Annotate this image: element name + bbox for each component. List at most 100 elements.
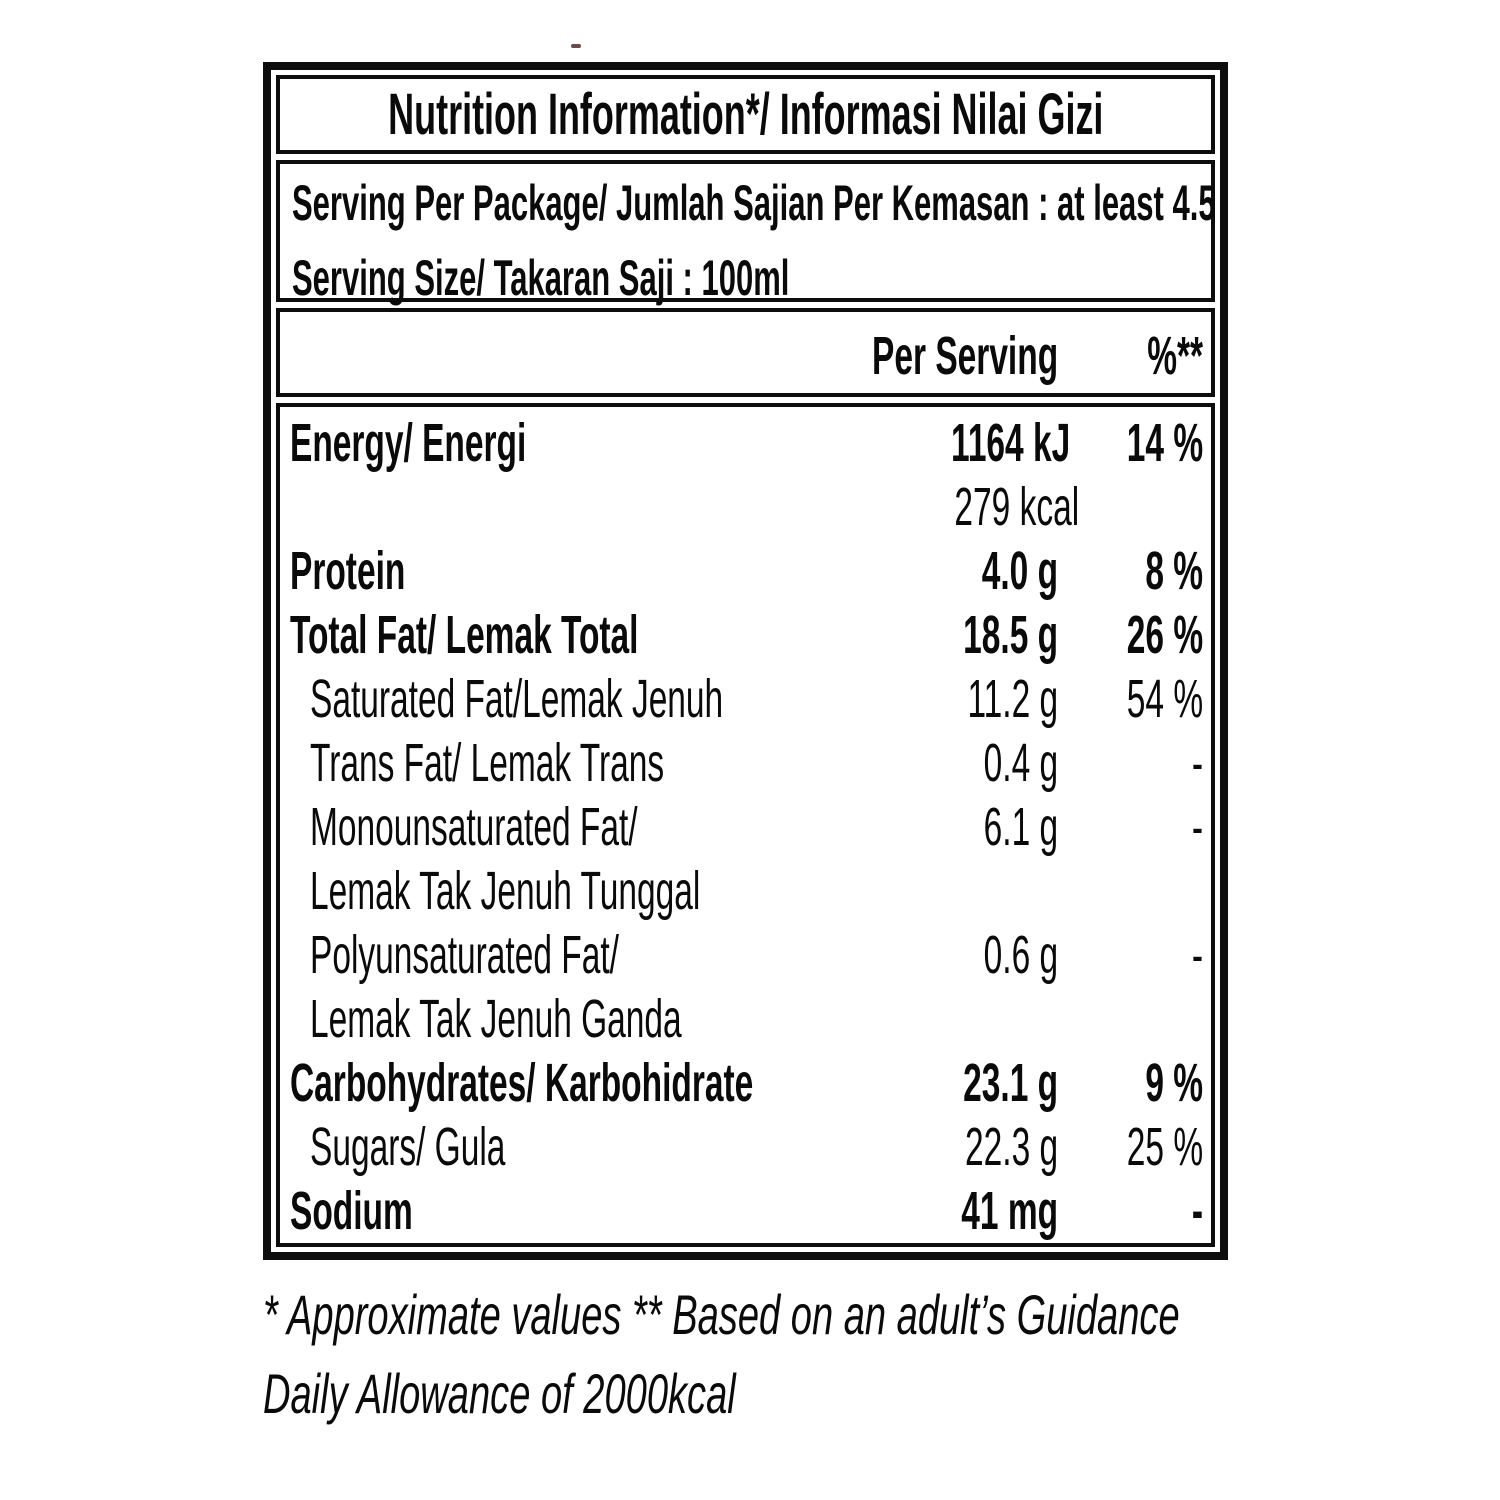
column-header-per-serving: Per Serving [758, 325, 1058, 387]
nutrient-value-text: 0.6 g [983, 925, 1058, 985]
nutrient-label-text: Sodium [290, 1181, 413, 1241]
footnote-line-2-text: Daily Allowance of 2000kcal [263, 1362, 736, 1425]
footnote: * Approximate values ** Based on an adul… [263, 1283, 1293, 1441]
nutrient-label: Lemak Tak Jenuh Ganda [290, 987, 878, 1051]
column-header-row: Per Serving %** [276, 308, 1215, 397]
nutrient-label-text: Lemak Tak Jenuh Tunggal [310, 861, 701, 921]
table-row-protein: Protein 4.0 g 8 % [290, 539, 1203, 603]
nutrition-label-box: Nutrition Information*/ Informasi Nilai … [263, 62, 1228, 1260]
nutrient-percent-text: 25 % [1126, 1117, 1203, 1177]
nutrient-label: Lemak Tak Jenuh Tunggal [290, 859, 878, 923]
nutrient-percent-text: 54 % [1126, 669, 1203, 729]
nutrient-percent: 9 % [1058, 1051, 1203, 1115]
label-title: Nutrition Information*/ Informasi Nilai … [387, 82, 1104, 148]
table-row-carbohydrates: Carbohydrates/ Karbohidrate 23.1 g 9 % [290, 1051, 1203, 1115]
nutrient-value [878, 987, 1058, 1051]
footnote-line-1: * Approximate values ** Based on an adul… [263, 1283, 1293, 1362]
nutrient-value: 1164 kJ [878, 411, 1070, 475]
nutrient-percent: 25 % [1058, 1115, 1203, 1179]
nutrient-percent-text: 26 % [1126, 605, 1203, 665]
nutrient-value: 18.5 g [878, 603, 1058, 667]
nutrient-value-text: 41 mg [961, 1181, 1058, 1241]
nutrient-percent: - [1058, 923, 1203, 987]
nutrient-value: 4.0 g [878, 539, 1058, 603]
nutrient-value: 6.1 g [878, 795, 1058, 859]
nutrient-label: Trans Fat/ Lemak Trans [290, 731, 878, 795]
table-row-monounsaturated-fat-id: Lemak Tak Jenuh Tunggal [290, 859, 1203, 923]
nutrient-percent: - [1058, 795, 1203, 859]
nutrient-value-text: 23.1 g [963, 1053, 1058, 1113]
table-row-saturated-fat: Saturated Fat/Lemak Jenuh 11.2 g 54 % [290, 667, 1203, 731]
nutrient-table: Energy/ Energi 1164 kJ 14 % 279 kcal Pro… [276, 403, 1215, 1247]
nutrient-value: 23.1 g [878, 1051, 1058, 1115]
table-row-trans-fat: Trans Fat/ Lemak Trans 0.4 g - [290, 731, 1203, 795]
table-row-polyunsaturated-fat: Polyunsaturated Fat/ 0.6 g - [290, 923, 1203, 987]
nutrient-value [878, 859, 1058, 923]
nutrient-value: 0.4 g [878, 731, 1058, 795]
percent-header-text: %** [1147, 325, 1203, 386]
nutrient-label: Monounsaturated Fat/ [290, 795, 878, 859]
nutrient-label: Saturated Fat/Lemak Jenuh [290, 667, 878, 731]
nutrient-percent: 26 % [1058, 603, 1203, 667]
nutrient-label-text: Saturated Fat/Lemak Jenuh [310, 669, 724, 729]
nutrient-percent-text: 8 % [1145, 541, 1203, 601]
nutrient-percent-text: - [1191, 1181, 1203, 1241]
nutrient-value-text: 18.5 g [963, 605, 1058, 665]
nutrient-percent: 54 % [1058, 667, 1203, 731]
nutrient-label-text: Protein [290, 541, 406, 601]
footnote-line-2: Daily Allowance of 2000kcal [263, 1362, 1293, 1441]
nutrient-label: Polyunsaturated Fat/ [290, 923, 878, 987]
nutrient-value-text: 4.0 g [981, 541, 1058, 601]
nutrient-label-text: Energy/ Energi [290, 413, 527, 473]
nutrient-label-text: Sugars/ Gula [310, 1117, 506, 1177]
table-row-polyunsaturated-fat-id: Lemak Tak Jenuh Ganda [290, 987, 1203, 1051]
table-row-sodium: Sodium 41 mg - [290, 1179, 1203, 1243]
nutrient-percent: - [1058, 1179, 1203, 1243]
nutrient-percent [1058, 859, 1203, 923]
serving-per-package-text: Serving Per Package/ Jumlah Sajian Per K… [292, 175, 1216, 232]
serving-info-section: Serving Per Package/ Jumlah Sajian Per K… [276, 160, 1216, 306]
nutrient-value-text: 279 kcal [954, 477, 1080, 537]
nutrient-value: 22.3 g [878, 1115, 1058, 1179]
nutrient-percent: - [1058, 731, 1203, 795]
serving-size-line: Serving Size/ Takaran Saji : 100ml [292, 247, 1211, 322]
table-row-total-fat: Total Fat/ Lemak Total 18.5 g 26 % [290, 603, 1203, 667]
nutrient-percent [1058, 475, 1203, 539]
table-row-energy: Energy/ Energi 1164 kJ 14 % [290, 411, 1203, 475]
nutrient-label: Protein [290, 539, 878, 603]
nutrient-value-text: 0.4 g [983, 733, 1058, 793]
nutrient-value-text: 22.3 g [964, 1117, 1058, 1177]
nutrient-value-text: 6.1 g [983, 797, 1058, 857]
nutrient-label: Energy/ Energi [290, 411, 878, 475]
nutrient-label-text: Monounsaturated Fat/ [310, 797, 638, 857]
nutrient-label: Carbohydrates/ Karbohidrate [290, 1051, 878, 1115]
nutrient-percent: 14 % [1058, 411, 1203, 475]
table-row-energy-kcal: 279 kcal [290, 475, 1203, 539]
nutrient-label-text: Lemak Tak Jenuh Ganda [310, 989, 682, 1049]
column-header-percent: %** [1058, 325, 1203, 387]
nutrient-label: Sugars/ Gula [290, 1115, 878, 1179]
nutrient-value: 0.6 g [878, 923, 1058, 987]
nutrient-percent-text: 9 % [1145, 1053, 1203, 1113]
nutrient-percent-text: 14 % [1126, 413, 1203, 473]
nutrient-percent [1058, 987, 1203, 1051]
nutrient-label-text: Polyunsaturated Fat/ [310, 925, 619, 985]
nutrient-label-text: Total Fat/ Lemak Total [290, 605, 639, 665]
nutrient-value-text: 11.2 g [967, 669, 1058, 729]
footnote-line-1-text: * Approximate values ** Based on an adul… [263, 1283, 1180, 1346]
per-serving-header-text: Per Serving [871, 325, 1058, 386]
nutrient-percent: 8 % [1058, 539, 1203, 603]
nutrient-percent-text: - [1191, 797, 1203, 857]
nutrient-value: 41 mg [878, 1179, 1058, 1243]
nutrient-label-text: Carbohydrates/ Karbohidrate [290, 1053, 754, 1113]
nutrient-label [290, 475, 878, 539]
table-row-monounsaturated-fat: Monounsaturated Fat/ 6.1 g - [290, 795, 1203, 859]
label-title-section: Nutrition Information*/ Informasi Nilai … [276, 75, 1215, 155]
nutrient-value: 11.2 g [878, 667, 1058, 731]
nutrient-label-text: Trans Fat/ Lemak Trans [310, 733, 665, 793]
nutrient-value: 279 kcal [878, 475, 1079, 539]
nutrient-label: Sodium [290, 1179, 878, 1243]
serving-size-text: Serving Size/ Takaran Saji : 100ml [292, 250, 790, 307]
nutrient-percent-text: - [1191, 925, 1203, 985]
nutrient-percent-text: - [1191, 733, 1203, 793]
